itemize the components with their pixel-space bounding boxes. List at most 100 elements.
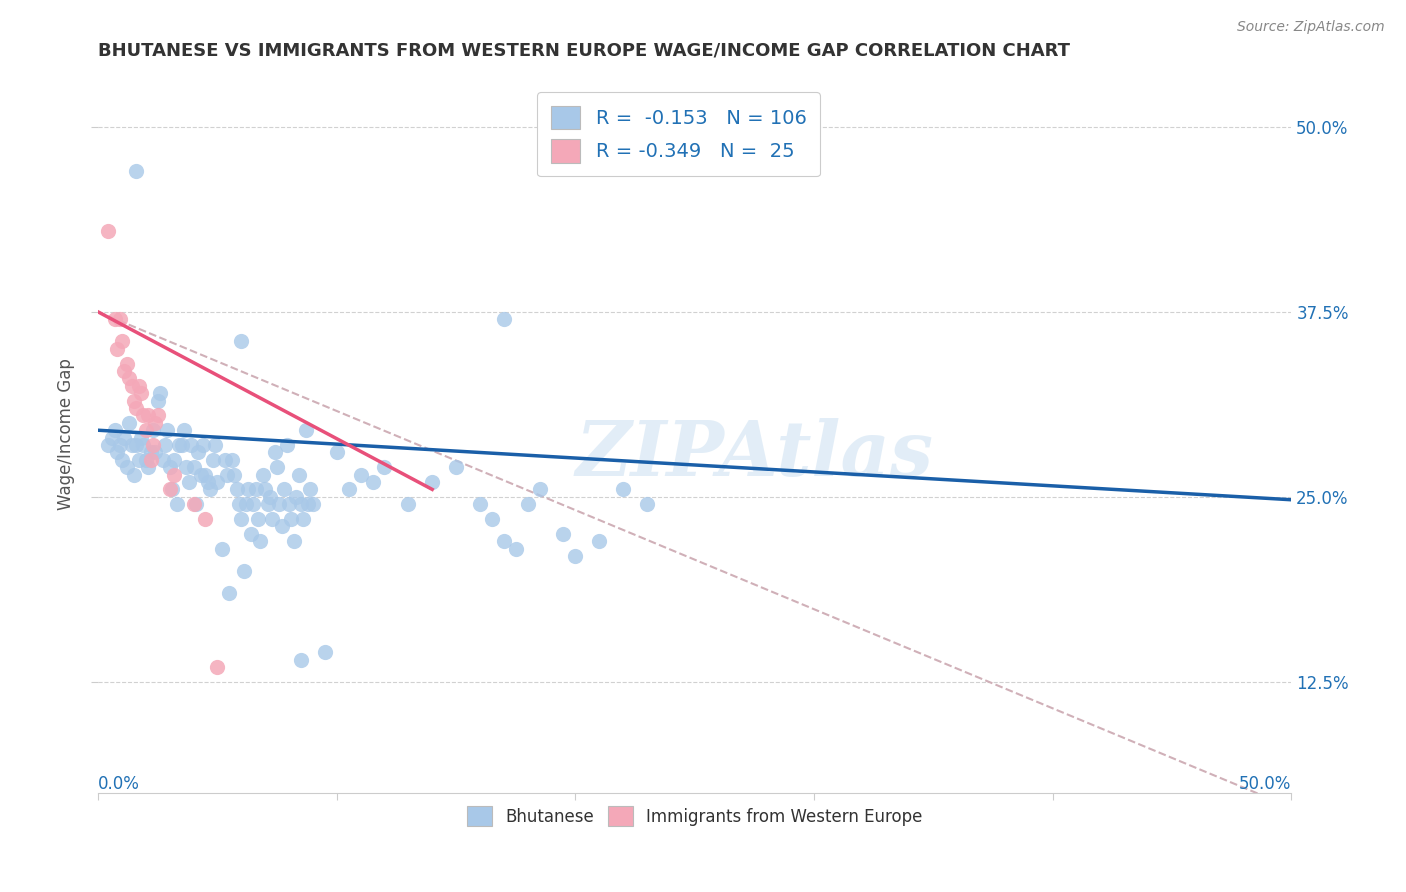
Text: BHUTANESE VS IMMIGRANTS FROM WESTERN EUROPE WAGE/INCOME GAP CORRELATION CHART: BHUTANESE VS IMMIGRANTS FROM WESTERN EUR…: [98, 42, 1070, 60]
Point: [266, 460, 288, 475]
Point: [263, 445, 285, 459]
Point: [211, 541, 233, 556]
Point: [396, 497, 419, 511]
Point: [200, 483, 222, 497]
Point: [270, 519, 292, 533]
Point: [269, 497, 291, 511]
Point: [612, 483, 634, 497]
Point: [146, 409, 169, 423]
Point: [273, 483, 295, 497]
Point: [112, 431, 135, 445]
Point: [636, 497, 658, 511]
Point: [190, 467, 212, 482]
Point: [159, 483, 181, 497]
Point: [214, 452, 236, 467]
Point: [326, 445, 349, 459]
Point: [294, 423, 316, 437]
Point: [145, 445, 167, 459]
Point: [285, 490, 308, 504]
Point: [142, 423, 165, 437]
Point: [146, 393, 169, 408]
Point: [683, 157, 706, 171]
Point: [108, 312, 131, 326]
Point: [232, 564, 254, 578]
Point: [201, 452, 224, 467]
Text: Source: ZipAtlas.com: Source: ZipAtlas.com: [1237, 20, 1385, 34]
Point: [468, 497, 491, 511]
Point: [564, 549, 586, 563]
Point: [159, 460, 181, 475]
Point: [280, 512, 302, 526]
Point: [183, 460, 205, 475]
Point: [242, 497, 264, 511]
Point: [225, 483, 247, 497]
Text: ZIPAtlas: ZIPAtlas: [575, 418, 934, 492]
Point: [97, 438, 120, 452]
Point: [287, 467, 309, 482]
Point: [290, 652, 312, 666]
Point: [170, 438, 193, 452]
Point: [349, 467, 371, 482]
Point: [492, 534, 515, 549]
Point: [160, 483, 183, 497]
Point: [97, 223, 120, 237]
Point: [262, 512, 284, 526]
Point: [139, 445, 162, 459]
Point: [292, 512, 315, 526]
Point: [125, 164, 148, 178]
Point: [215, 467, 238, 482]
Point: [153, 438, 176, 452]
Point: [197, 475, 219, 489]
Point: [105, 445, 128, 459]
Point: [104, 312, 127, 326]
Point: [228, 497, 250, 511]
Point: [278, 497, 301, 511]
Point: [194, 512, 217, 526]
Point: [128, 379, 150, 393]
Point: [139, 452, 162, 467]
Point: [224, 467, 246, 482]
Point: [297, 497, 319, 511]
Point: [176, 460, 198, 475]
Point: [129, 386, 152, 401]
Point: [252, 467, 274, 482]
Point: [283, 534, 305, 549]
Point: [256, 497, 278, 511]
Point: [290, 497, 312, 511]
Point: [254, 483, 277, 497]
Point: [132, 409, 155, 423]
Point: [183, 497, 205, 511]
Point: [529, 483, 551, 497]
Point: [122, 393, 145, 408]
Point: [149, 386, 172, 401]
Point: [125, 401, 148, 415]
Point: [177, 475, 200, 489]
Text: 50.0%: 50.0%: [1239, 775, 1291, 793]
Point: [184, 497, 207, 511]
Point: [361, 475, 384, 489]
Point: [163, 467, 186, 482]
Point: [128, 452, 150, 467]
Point: [314, 645, 336, 659]
Point: [235, 497, 257, 511]
Point: [505, 541, 527, 556]
Point: [207, 475, 229, 489]
Point: [105, 342, 128, 356]
Point: [152, 452, 174, 467]
Point: [156, 423, 179, 437]
Point: [373, 460, 395, 475]
Point: [132, 438, 155, 452]
Point: [118, 416, 141, 430]
Point: [129, 431, 152, 445]
Point: [444, 460, 467, 475]
Point: [492, 312, 515, 326]
Point: [173, 423, 195, 437]
Y-axis label: Wage/Income Gap: Wage/Income Gap: [58, 358, 75, 510]
Point: [302, 497, 325, 511]
Point: [104, 423, 127, 437]
Point: [115, 357, 138, 371]
Point: [239, 526, 262, 541]
Point: [516, 497, 538, 511]
Point: [121, 438, 143, 452]
Point: [246, 512, 269, 526]
